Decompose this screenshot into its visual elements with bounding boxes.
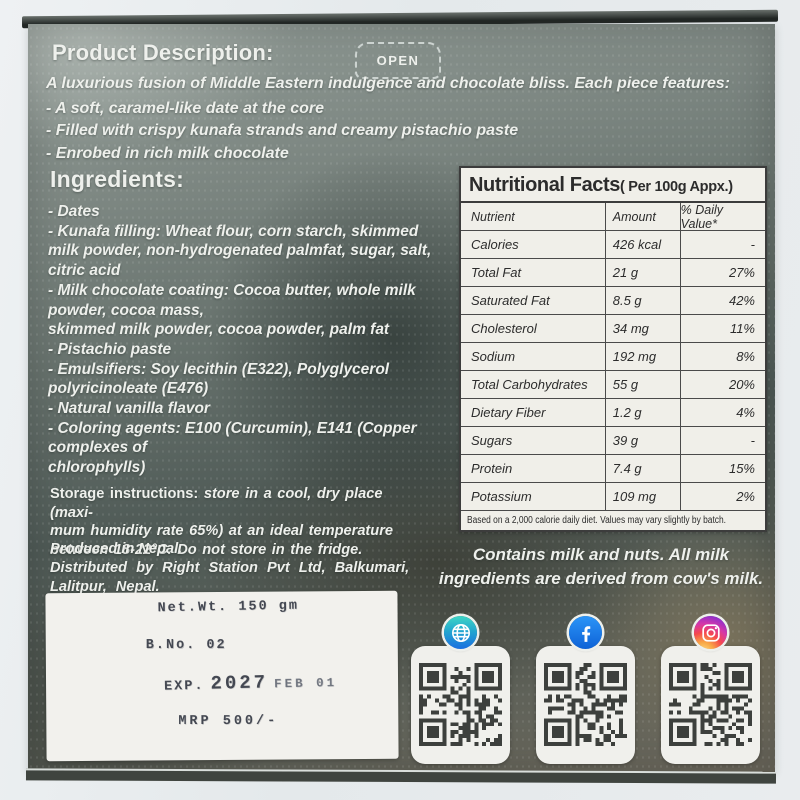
table-row: Sodium 192 mg 8% <box>461 342 765 370</box>
table-row: Potassium 109 mg 2% <box>461 482 765 510</box>
instagram-qr-code <box>669 663 752 746</box>
product-description-intro: A luxurious fusion of Middle Eastern ind… <box>46 75 730 92</box>
instagram-icon <box>694 616 727 649</box>
storage-instructions: Storage instructions: store in a cool, d… <box>50 485 430 559</box>
product-description-bullets: - A soft, caramel-like date at the core … <box>46 100 519 162</box>
instagram-qr-card <box>661 616 760 764</box>
produced-in: Produced in Nepal. <box>50 541 183 557</box>
expiry-stamp: EXP. 2027 FEB 01 <box>164 670 337 696</box>
batch-number-stamp: B.No. 02 <box>145 638 227 654</box>
ingredients-heading: Ingredients: <box>50 166 185 192</box>
website-qr-code <box>419 663 502 746</box>
table-row: Cholesterol 34 mg 11% <box>461 314 765 342</box>
column-header-daily-value: % Daily Value* <box>679 203 765 231</box>
open-label: OPEN <box>376 53 420 68</box>
website-qr-card <box>411 616 510 764</box>
stamp-label: Net.Wt. 150 gm B.No. 02 EXP. 2027 FEB 01 M… <box>45 590 399 762</box>
product-description-heading: Product Description: <box>52 40 274 65</box>
table-row: Total Fat 21 g 27% <box>461 258 765 286</box>
facebook-qr-card <box>536 616 635 764</box>
nutrition-title-suffix: ( Per 100g Appx.) <box>620 179 733 195</box>
table-row: Total Carbohydrates 55 g 20% <box>461 370 765 398</box>
facebook-qr-code <box>544 663 627 746</box>
table-row: Dietary Fiber 1.2 g 4% <box>461 398 765 426</box>
nutrition-footnote: Based on a 2,000 calorie daily diet. Val… <box>461 510 765 530</box>
globe-icon <box>444 616 477 649</box>
box-bottom-edge <box>25 768 777 784</box>
storage-label: Storage instructions: <box>50 486 199 502</box>
table-row: Sugars 39 g- <box>461 426 765 454</box>
distributed-by: Distributed by Right Station Pvt Ltd, Ba… <box>50 560 410 595</box>
allergen-statement: Contains milk and nuts. All milk ingredi… <box>438 545 764 588</box>
column-header-nutrient: Nutrient <box>471 209 515 224</box>
mrp-stamp: MRP 500/- <box>178 713 279 730</box>
nutrition-header-row: Nutrient Amount % Daily Value* <box>461 203 765 231</box>
nutrition-facts-table: Nutritional Facts( Per 100g Appx.) Nutri… <box>459 166 767 532</box>
table-row: Calories 426 kcal - <box>461 230 765 258</box>
net-weight-stamp: Net.Wt. 150 gm <box>157 598 300 617</box>
table-row: Protein 7.4 g 15% <box>461 454 765 482</box>
facebook-icon <box>569 616 602 649</box>
storage-text: store in a cool, dry place (maxi- mum hu… <box>50 486 394 558</box>
open-tab: OPEN <box>355 42 441 79</box>
nutrition-facts-title: Nutritional Facts( Per 100g Appx.) <box>461 168 765 203</box>
table-row: Saturated Fat 8.5 g 42% <box>461 286 765 314</box>
ingredients-list: - Dates - Kunafa filling: Wheat flour, c… <box>48 203 432 477</box>
column-header-amount: Amount <box>604 203 680 230</box>
exp-year: 2027 <box>210 671 269 695</box>
nutrition-title-main: Nutritional Facts <box>469 174 620 196</box>
exp-date: FEB 01 <box>273 675 338 692</box>
exp-label: EXP. <box>163 678 205 695</box>
